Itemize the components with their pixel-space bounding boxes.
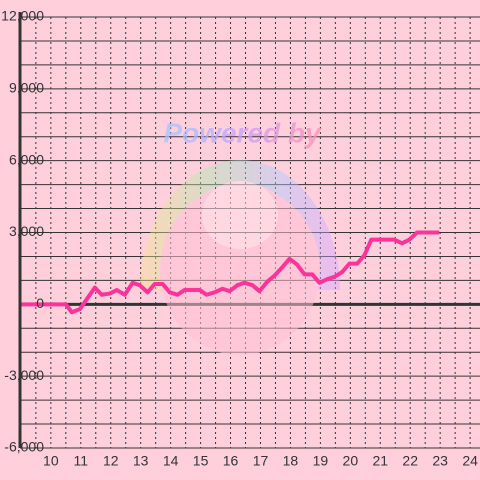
y-tick-label: 9,000 <box>9 80 44 96</box>
x-tick-label: 19 <box>313 453 329 469</box>
x-tick-label: 23 <box>432 453 448 469</box>
x-tick-label: 13 <box>133 453 149 469</box>
x-tick-label: 18 <box>283 453 299 469</box>
x-tick-label: 22 <box>402 453 418 469</box>
y-tick-label: -3,000 <box>4 367 44 383</box>
y-tick-label: 12,000 <box>1 8 44 24</box>
x-tick-label: 20 <box>343 453 359 469</box>
y-tick-label: -6,000 <box>4 439 44 455</box>
x-tick-label: 21 <box>372 453 388 469</box>
x-tick-label: 16 <box>223 453 239 469</box>
watermark: Powered by <box>163 117 322 148</box>
x-tick-label: 17 <box>253 453 269 469</box>
plot <box>20 230 440 315</box>
x-tick-label: 10 <box>43 453 59 469</box>
x-tick-label: 15 <box>193 453 209 469</box>
x-tick-label: 24 <box>462 453 478 469</box>
y-tick-label: 3,000 <box>9 223 44 239</box>
watermark-art <box>140 160 340 355</box>
x-tick-label: 12 <box>103 453 119 469</box>
x-tick-label: 14 <box>163 453 179 469</box>
line <box>20 230 440 315</box>
y-tick-label: 6,000 <box>9 151 44 167</box>
x-tick-label: 11 <box>74 453 89 469</box>
y-tick-label: 0 <box>36 295 44 311</box>
